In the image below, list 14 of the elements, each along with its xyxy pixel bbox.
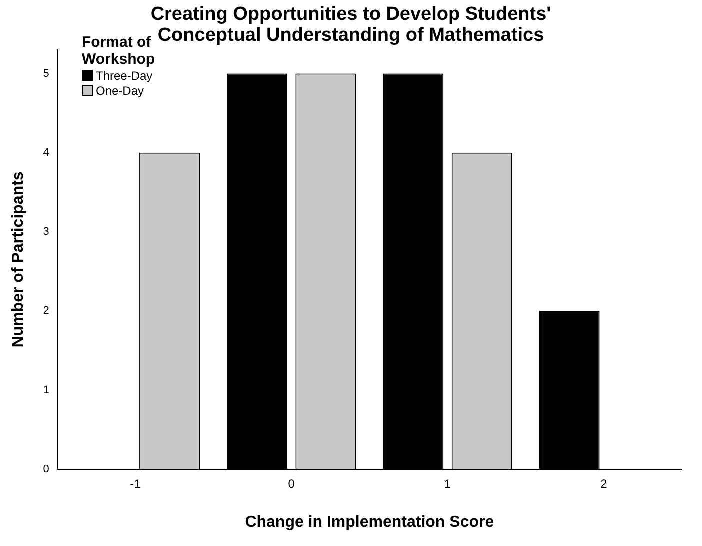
y-tick-label: 4: [43, 146, 50, 159]
y-tick-label: 1: [43, 384, 50, 396]
y-tick-label: 5: [43, 68, 50, 80]
y-tick-label: 2: [43, 305, 50, 318]
legend-label: One-Day: [96, 84, 144, 98]
x-tick-label: 1: [444, 476, 452, 491]
y-axis-title: Number of Participants: [10, 172, 28, 348]
x-tick-label: 0: [288, 476, 296, 491]
y-tick-label: 3: [43, 226, 50, 238]
x-axis-title: Change in Implementation Score: [245, 514, 494, 531]
y-tick-label: 0: [43, 463, 50, 476]
legend-label: Three-Day: [96, 68, 153, 82]
x-tick-label: 2: [600, 476, 608, 491]
x-tick-label: -1: [130, 476, 142, 491]
